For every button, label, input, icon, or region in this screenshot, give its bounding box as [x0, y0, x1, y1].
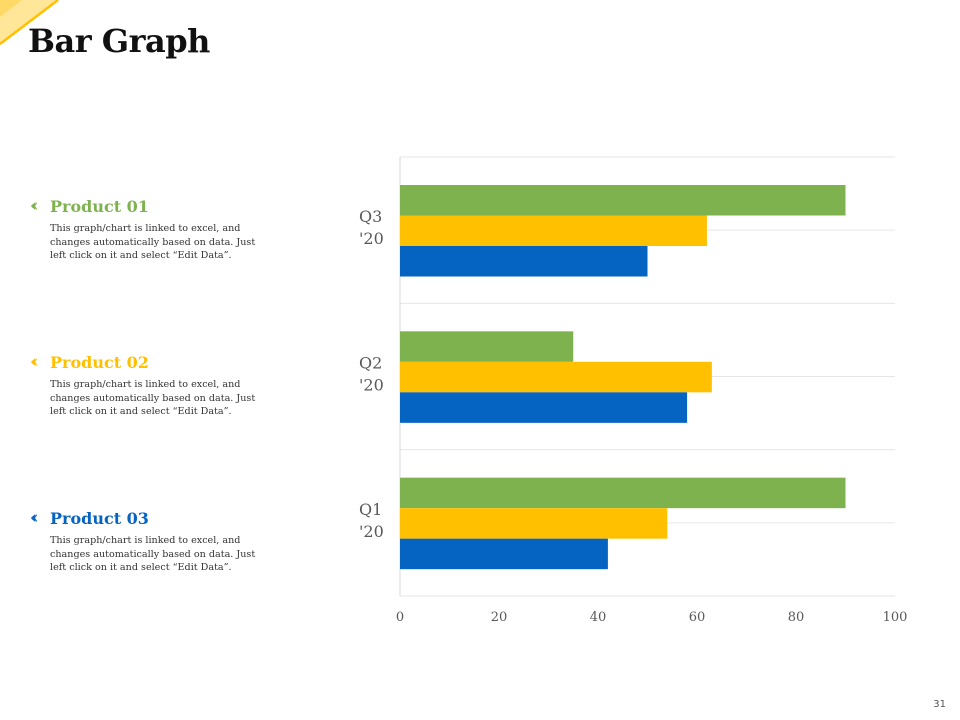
product-name: Product 03: [50, 509, 149, 528]
x-tick-label: 80: [788, 610, 805, 625]
product-description: This graph/chart is linked to excel, and…: [50, 379, 256, 417]
x-tick-label: 20: [491, 610, 508, 625]
bar-product-03-2[interactable]: [400, 246, 648, 277]
bar-product-03-1[interactable]: [400, 392, 688, 423]
page-number: 31: [933, 699, 946, 710]
product-block-01: ‹‹ Product 01 This graph/chart is linked…: [30, 197, 270, 263]
bar-product-01-1[interactable]: [400, 331, 574, 362]
double-chevron-left-icon: ‹‹: [30, 352, 39, 372]
page-title: Bar Graph: [28, 22, 210, 60]
category-label: Q3'20: [359, 207, 384, 248]
product-description: This graph/chart is linked to excel, and…: [50, 535, 256, 573]
bar-product-01-2[interactable]: [400, 185, 846, 216]
product-block-02: ‹‹ Product 02 This graph/chart is linked…: [30, 353, 270, 419]
category-label: Q1'20: [359, 500, 384, 541]
product-name: Product 02: [50, 353, 149, 372]
x-tick-label: 40: [590, 610, 607, 625]
bar-product-02-0[interactable]: [400, 508, 668, 539]
x-tick-label: 100: [883, 610, 908, 625]
x-tick-label: 0: [396, 610, 404, 625]
double-chevron-left-icon: ‹‹: [30, 196, 39, 216]
corner-decoration: [0, 0, 59, 45]
product-description: This graph/chart is linked to excel, and…: [50, 223, 256, 261]
double-chevron-left-icon: ‹‹: [30, 508, 39, 528]
bar-product-03-0[interactable]: [400, 538, 608, 570]
product-block-03: ‹‹ Product 03 This graph/chart is linked…: [30, 509, 270, 575]
category-label: Q2'20: [359, 354, 384, 395]
product-name: Product 01: [50, 197, 149, 216]
bar-product-01-0[interactable]: [400, 477, 846, 509]
bar-product-02-2[interactable]: [400, 215, 707, 247]
bar-product-02-1[interactable]: [400, 361, 712, 393]
x-tick-label: 60: [689, 610, 706, 625]
